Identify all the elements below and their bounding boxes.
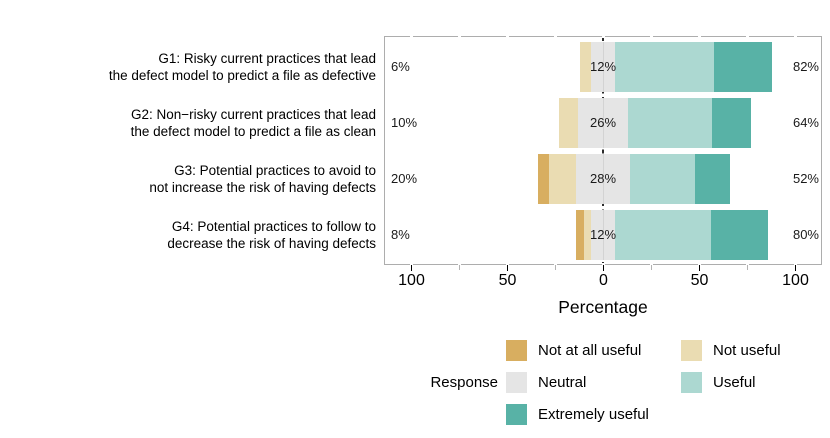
bar-g2-seg-neutral — [578, 98, 628, 148]
chart-panel: 6% 12% 82% 10% 26% 64% 20% 28% 52% 8% 12% 80% — [384, 36, 822, 265]
axis-tick-gap — [746, 35, 749, 38]
x-axis-minor-tick — [458, 265, 461, 270]
bar-g4-seg-not-useful — [583, 210, 592, 260]
axis-tick-gap — [554, 35, 557, 38]
bar-g2-seg-not-useful — [558, 98, 579, 148]
axis-tick-gap — [794, 263, 797, 266]
legend-label-neutral: Neutral — [538, 374, 587, 391]
bar-g3-seg-extremely-useful — [695, 154, 730, 204]
pct-neutral-g2: 26% — [589, 115, 617, 130]
bar-g3-seg-not-at-all-useful — [537, 154, 550, 204]
pct-neutral-g3: 28% — [589, 171, 617, 186]
axis-tick-gap — [650, 35, 653, 38]
category-label-g3: G3: Potential practices to avoid to not i… — [149, 162, 376, 195]
bar-g4-seg-useful — [614, 210, 711, 260]
legend-swatch-neutral — [506, 372, 527, 393]
pct-high-g2: 64% — [792, 115, 819, 130]
legend-swatch-not-at-all-useful — [506, 340, 527, 361]
category-label-g2: G2: Non−risky current practices that lea… — [130, 106, 376, 139]
category-label-g1: G1: Risky current practices that lead the… — [108, 50, 376, 83]
x-axis-tick-label: 50 — [690, 272, 709, 289]
x-axis-minor-tick — [650, 265, 653, 270]
pct-low-g4: 8% — [391, 227, 410, 242]
pct-low-g1: 6% — [391, 59, 410, 74]
pct-neutral-g1: 12% — [589, 59, 617, 74]
neutral-split-line — [602, 98, 604, 148]
axis-tick-gap — [794, 35, 797, 38]
pct-low-g3: 20% — [391, 171, 418, 186]
bar-g1-seg-neutral — [591, 42, 615, 92]
legend-swatch-extremely-useful — [506, 404, 527, 425]
legend-swatch-useful — [681, 372, 702, 393]
x-axis-major-tick — [410, 265, 413, 271]
axis-tick-gap — [602, 35, 605, 38]
bar-g3-seg-useful — [629, 154, 696, 204]
axis-tick-gap — [698, 35, 701, 38]
axis-tick-gap — [506, 35, 509, 38]
pct-high-g1: 82% — [792, 59, 819, 74]
neutral-split-line — [602, 210, 604, 260]
axis-tick-gap — [410, 263, 413, 266]
legend-label-extremely-useful: Extremely useful — [538, 406, 649, 423]
bar-g1-seg-extremely-useful — [714, 42, 772, 92]
bar-g4 — [385, 210, 821, 260]
axis-tick-gap — [506, 263, 509, 266]
x-axis-minor-tick — [554, 265, 557, 270]
zero-reference-line — [602, 37, 604, 264]
axis-tick-gap — [746, 263, 749, 266]
bar-g1-seg-not-useful — [579, 42, 592, 92]
x-axis-major-tick — [506, 265, 509, 271]
x-axis-tick-label: 100 — [782, 272, 809, 289]
bar-g2 — [385, 98, 821, 148]
axis-tick-gap — [410, 35, 413, 38]
x-axis-minor-tick — [746, 265, 749, 270]
pct-high-g3: 52% — [792, 171, 819, 186]
bar-g2-seg-useful — [627, 98, 713, 148]
x-axis-major-tick — [794, 265, 797, 271]
axis-tick-gap — [602, 263, 605, 266]
pct-high-g4: 80% — [792, 227, 819, 242]
x-axis-major-tick — [698, 265, 701, 271]
bar-g3-seg-not-useful — [549, 154, 577, 204]
x-axis-tick-label: 50 — [498, 272, 517, 289]
bar-g1 — [385, 42, 821, 92]
x-axis-major-tick — [602, 265, 605, 271]
category-label-g4: G4: Potential practices to follow to decr… — [167, 218, 376, 251]
neutral-split-line — [602, 42, 604, 92]
x-axis-tick-label: 100 — [398, 272, 425, 289]
axis-tick-gap — [458, 263, 461, 266]
pct-low-g2: 10% — [391, 115, 418, 130]
legend-label-not-useful: Not useful — [713, 342, 781, 359]
bar-g3 — [385, 154, 821, 204]
pct-neutral-g4: 12% — [589, 227, 617, 242]
legend-label-not-at-all-useful: Not at all useful — [538, 342, 642, 359]
x-axis-tick-label: 0 — [599, 272, 608, 289]
bar-g4-seg-neutral — [591, 210, 615, 260]
axis-tick-gap — [554, 263, 557, 266]
bar-g2-seg-extremely-useful — [712, 98, 751, 148]
bar-g3-seg-neutral — [576, 154, 630, 204]
bar-g1-seg-useful — [614, 42, 715, 92]
x-axis-title: Percentage — [558, 297, 648, 317]
legend-title: Response — [430, 374, 498, 391]
axis-tick-gap — [650, 263, 653, 266]
neutral-split-line — [602, 154, 604, 204]
legend-swatch-not-useful — [681, 340, 702, 361]
legend-label-useful: Useful — [713, 374, 756, 391]
bar-g4-seg-not-at-all-useful — [576, 210, 584, 260]
bar-g4-seg-extremely-useful — [710, 210, 769, 260]
axis-tick-gap — [698, 263, 701, 266]
axis-tick-gap — [458, 35, 461, 38]
